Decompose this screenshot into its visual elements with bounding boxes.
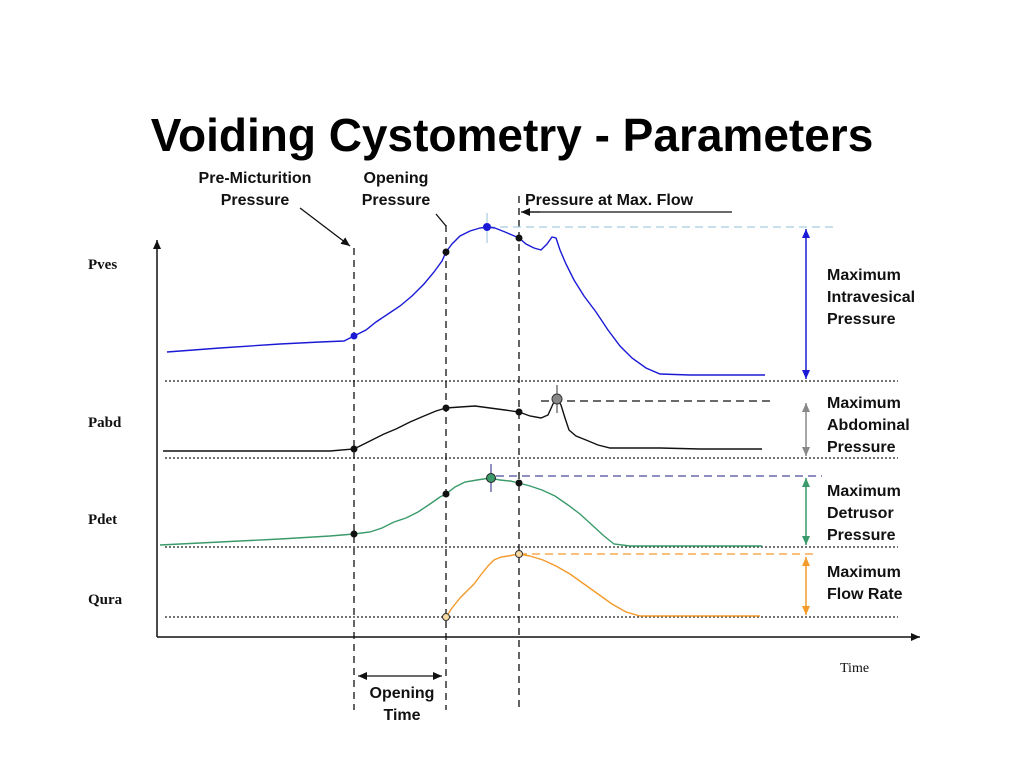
max-abdominal-pressure-label: Maximum Abdominal Pressure <box>827 393 910 459</box>
pdet-point-max-flow <box>515 479 523 487</box>
trace-label-pves: Pves <box>88 257 118 273</box>
arrow-opening-pressure <box>435 213 447 227</box>
max-detrusor-line3: Pressure <box>827 527 896 544</box>
qura-point-max <box>515 550 523 558</box>
page-title: Voiding Cystometry - Parameters <box>150 109 874 161</box>
pdet-point-max <box>486 473 496 483</box>
opening-pressure-line1: Opening <box>363 170 429 187</box>
x-axis-label-time: Time <box>840 661 870 676</box>
pves-point-max-flow <box>515 234 523 242</box>
opening-time-line2: Time <box>383 707 421 724</box>
pabd-point-max <box>551 393 563 405</box>
opening-pressure-line2: Pressure <box>361 192 431 209</box>
max-intravesical-line2: Intravesical <box>827 289 916 306</box>
max-detrusor-line2: Detrusor <box>827 505 894 522</box>
pdet-point-pre-micturition <box>350 530 358 538</box>
pabd-point-max-flow <box>515 408 523 416</box>
pves-point-opening <box>442 248 450 256</box>
trace-label-pdet: Pdet <box>88 512 118 528</box>
trace-pdet <box>159 477 762 547</box>
pre-micturition-line2: Pressure <box>220 192 290 209</box>
max-intravesical-pressure-label: Maximum Intravesical Pressure <box>827 265 915 331</box>
arrow-pre-micturition <box>299 207 351 247</box>
max-flow-line1: Maximum <box>827 564 901 581</box>
opening-time-label: Opening Time <box>352 683 452 727</box>
trace-pabd <box>163 396 762 452</box>
qura-point-opening <box>442 613 450 621</box>
pre-micturition-line1: Pre-Micturition <box>198 170 312 187</box>
pabd-point-pre-micturition <box>350 445 358 453</box>
trace-pves <box>166 226 765 376</box>
max-flow-rate-label: Maximum Flow Rate <box>827 562 903 606</box>
pves-point-max <box>483 223 491 231</box>
trace-label-qura: Qura <box>88 592 123 608</box>
max-intravesical-line1: Maximum <box>827 267 901 284</box>
max-abdominal-line3: Pressure <box>827 439 896 456</box>
max-abdominal-line2: Abdominal <box>827 417 910 434</box>
max-detrusor-pressure-label: Maximum Detrusor Pressure <box>827 481 901 547</box>
trace-qura <box>445 553 760 618</box>
opening-pressure-label: Opening Pressure <box>344 168 448 212</box>
pdet-point-opening <box>442 490 450 498</box>
max-flow-line2: Flow Rate <box>827 586 903 603</box>
trace-label-pabd: Pabd <box>88 415 122 431</box>
opening-time-line1: Opening <box>369 685 435 702</box>
pves-point-pre-micturition <box>350 332 358 340</box>
pre-micturition-pressure-label: Pre-Micturition Pressure <box>180 168 330 212</box>
max-detrusor-line1: Maximum <box>827 483 901 500</box>
pressure-at-max-flow-label: Pressure at Max. Flow <box>525 192 694 209</box>
max-intravesical-line3: Pressure <box>827 311 896 328</box>
max-abdominal-line1: Maximum <box>827 395 901 412</box>
pabd-point-opening <box>442 404 450 412</box>
